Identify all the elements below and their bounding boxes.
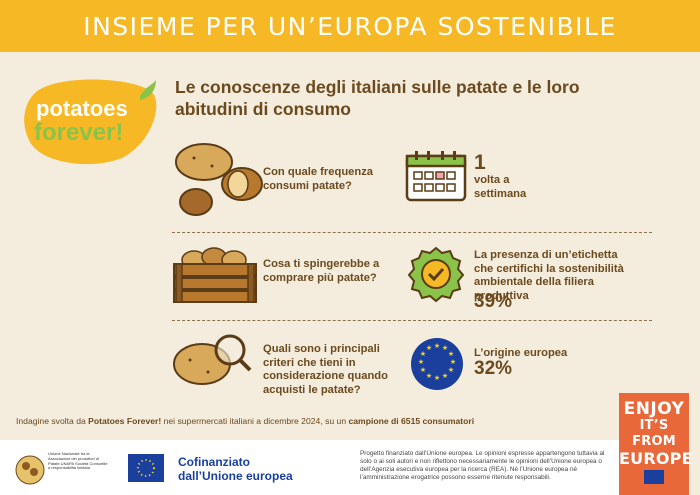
svg-text:★: ★ [448, 366, 454, 374]
logo-text-forever: forever! [34, 119, 123, 146]
potatoes-icon [175, 143, 263, 216]
answer-frequency: 1 volta a settimana [474, 152, 564, 201]
leaf-icon [140, 80, 156, 100]
svg-text:★: ★ [434, 374, 440, 382]
svg-text:★: ★ [418, 358, 424, 366]
potato-magnifier-icon [173, 334, 252, 385]
cofinanziato-line2: dall’Unione europea [178, 469, 293, 483]
question-criteria: Quali sono i principali criteri che tien… [263, 343, 388, 396]
disclaimer: Progetto finanziato dall’Unione europea.… [360, 450, 605, 481]
enjoy-europe-badge: ENJOY IT’S FROM EUROPE [619, 393, 693, 495]
logo-text-potatoes: potatoes [36, 96, 128, 121]
svg-text:★: ★ [434, 342, 440, 350]
question-motivation: Cosa ti spingerebbe a comprare più patat… [263, 258, 380, 284]
percent-motivation: 39% [474, 291, 513, 312]
crate-icon [173, 247, 257, 303]
header-banner: INSIEME PER UN’EUROPA SOSTENIBILE [0, 0, 700, 52]
certification-badge-icon [408, 246, 464, 302]
answer-frequency-number: 1 [474, 151, 486, 174]
potatoes-forever-logo: potatoes forever! [22, 74, 162, 166]
divider [172, 232, 652, 233]
footer: Unione Nazionale tra le Associazioni dei… [0, 440, 619, 495]
eu-flag-icon [128, 454, 164, 482]
unapa-text: Unione Nazionale tra le Associazioni dei… [48, 451, 108, 471]
unapa-logo-icon [15, 455, 45, 485]
eu-flag-circle-icon: ★ ★★★ ★★★★ ★★★★ [411, 338, 463, 390]
survey-note: Indagine svolta da Potatoes Forever! nei… [16, 416, 474, 426]
question-frequency: Con quale frequenza consumi patate? [263, 166, 374, 192]
cofinanziato-label: Cofinanziato dall’Unione europea [178, 455, 293, 483]
calendar-icon [405, 151, 467, 202]
svg-text:★: ★ [426, 344, 432, 352]
survey-sample: campione di 6515 consumatori [348, 416, 475, 426]
svg-text:★: ★ [450, 358, 456, 366]
enjoy-line1: ENJOY [623, 399, 685, 419]
answer-motivation: La presenza di un’etichetta che certific… [474, 249, 624, 302]
survey-brand: Potatoes Forever! [88, 416, 162, 426]
answer-criteria: L’origine europea [474, 347, 568, 359]
svg-text:★: ★ [420, 350, 426, 358]
answer-frequency-text: volta a settimana [474, 174, 527, 200]
page-title: INSIEME PER UN’EUROPA SOSTENIBILE [83, 11, 617, 41]
survey-middle: nei supermercati italiani a dicembre 202… [161, 416, 349, 426]
enjoy-line3: EUROPE [619, 449, 693, 468]
survey-prefix: Indagine svolta da [16, 416, 89, 426]
percent-criteria: 32% [474, 358, 513, 379]
svg-text:★: ★ [420, 366, 426, 374]
svg-text:★: ★ [442, 372, 448, 380]
eu-flag-small-icon [644, 470, 664, 484]
cofinanziato-line1: Cofinanziato [178, 455, 250, 469]
svg-text:★: ★ [426, 372, 432, 380]
svg-text:★: ★ [442, 344, 448, 352]
subtitle: Le conoscenze degli italiani sulle patat… [175, 77, 580, 119]
svg-text:★: ★ [448, 350, 454, 358]
enjoy-line2: IT’S FROM [632, 418, 676, 449]
divider [172, 320, 652, 321]
